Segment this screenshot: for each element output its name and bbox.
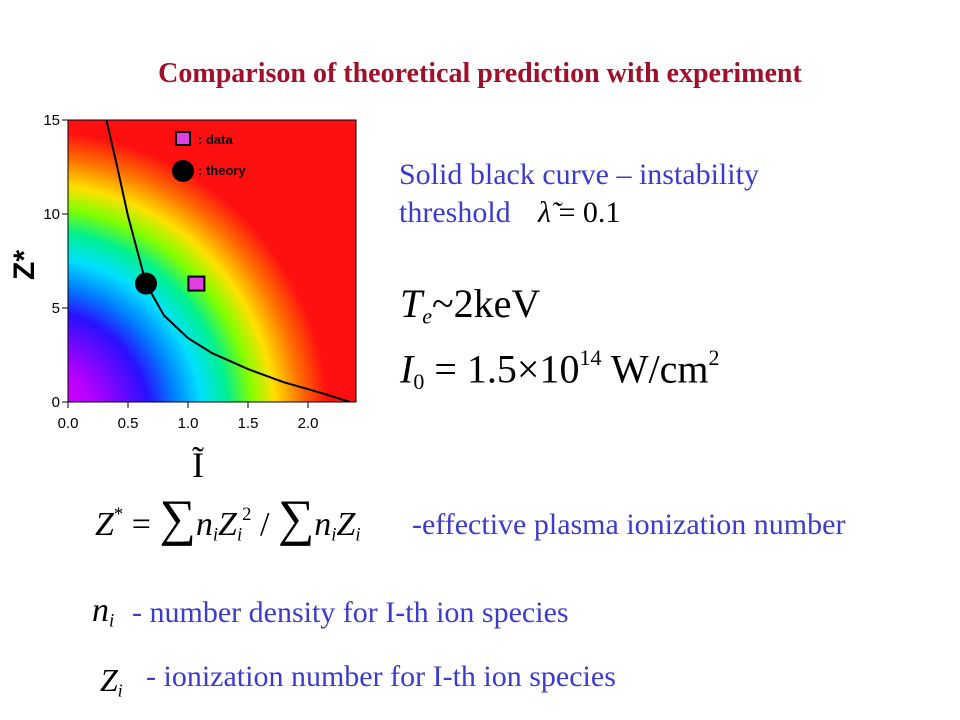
te-symbol: T — [400, 281, 423, 326]
zi-description: - ionization number for I-th ion species — [146, 660, 616, 693]
plot-frame — [67, 119, 357, 403]
legend-theory-label: : theory — [198, 163, 246, 178]
threshold-curve — [105, 120, 351, 402]
i0-exp: 14 — [579, 345, 602, 370]
x-tick-label: 0.0 — [58, 415, 79, 432]
desc-line-1: Solid black curve – instability — [399, 158, 759, 191]
x-axis: 0.0 0.5 1.0 1.5 2.0 — [58, 402, 319, 432]
i0-unit-exp: 2 — [708, 345, 720, 370]
te-sub: e — [422, 303, 433, 329]
i0-unit: W/cm — [610, 346, 709, 392]
heatmap-chart: 0.0 0.5 1.0 1.5 2.0 0 5 10 15 : data : theory Z… — [8, 112, 357, 485]
lambda-value: = 0.1 — [558, 196, 621, 229]
legend-data-label: : data — [198, 132, 233, 147]
zstar-formula: Z* = ∑niZi2 / ∑niZi — [95, 491, 361, 547]
te-equation: Te~2keV — [400, 280, 540, 330]
x-tick-label: 1.0 — [178, 415, 199, 432]
lambda-equation: λ̃ = 0.1 — [538, 196, 621, 229]
y-axis-label: Z* — [8, 250, 41, 280]
y-tick-label: 0 — [52, 394, 60, 411]
zstar-description: -effective plasma ionization number — [412, 508, 846, 541]
y-tick-label: 15 — [43, 112, 60, 129]
slide-title: Comparison of theoretical prediction wit… — [158, 58, 802, 89]
x-axis-label: Ĩ — [192, 445, 204, 485]
x-tick-label: 0.5 — [118, 415, 139, 432]
theory-point — [135, 272, 157, 295]
y-axis: 0 5 10 15 — [43, 112, 68, 411]
te-value: ~2keV — [432, 281, 541, 326]
y-tick-label: 5 — [52, 300, 60, 317]
i0-equation: I0 = 1.5×1014 W/cm2 — [400, 345, 719, 395]
heatmap-field — [68, 120, 356, 402]
legend-data-marker — [175, 131, 191, 146]
data-point — [187, 275, 206, 292]
legend-theory-marker — [172, 160, 194, 182]
i0-sub: 0 — [413, 369, 425, 395]
desc-line-2: threshold — [399, 196, 511, 229]
x-tick-label: 2.0 — [298, 415, 319, 432]
y-tick-label: 10 — [43, 206, 60, 223]
ni-description: - number density for I-th ion species — [132, 596, 569, 629]
zi-symbol: Zi — [100, 662, 123, 701]
i0-symbol: I — [400, 346, 414, 392]
x-tick-label: 1.5 — [238, 415, 259, 432]
threshold-description: Solid black curve – instability threshol… — [399, 156, 759, 232]
ni-symbol: ni — [92, 592, 115, 632]
i0-value: = 1.5×10 — [434, 346, 580, 392]
